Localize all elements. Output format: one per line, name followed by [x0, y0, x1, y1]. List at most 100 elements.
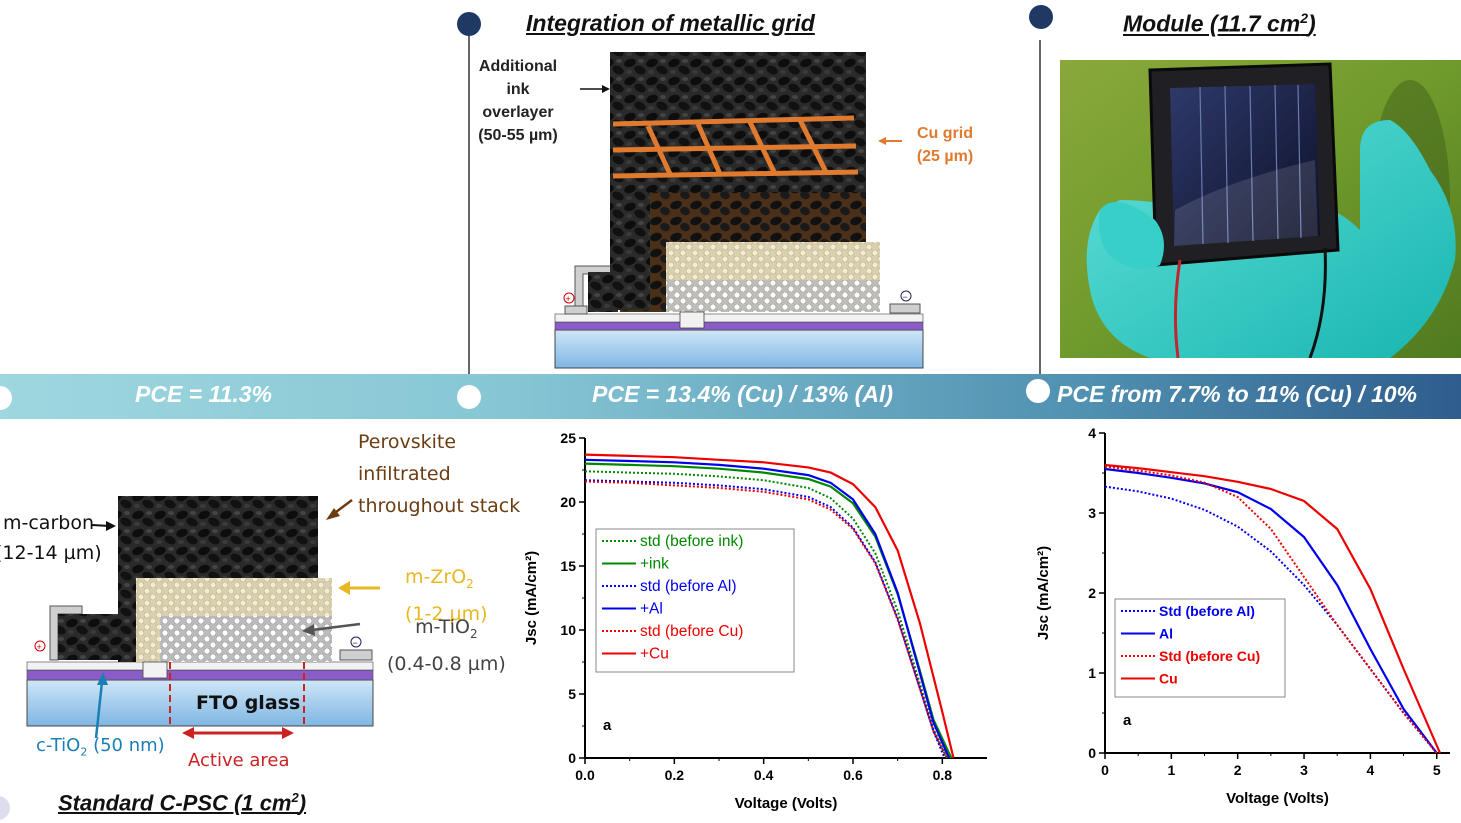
y-axis-label: Jsc (mA/cm²): [1035, 546, 1052, 640]
zro2-thickness: (1-2 µm): [405, 602, 488, 625]
std-minus-label: −: [353, 638, 358, 648]
y-tick-label: 3: [1088, 505, 1096, 521]
module-title-sup: 2: [1300, 10, 1309, 26]
legend-box: [1114, 598, 1286, 698]
ctio2-thickness: (50 nm): [87, 735, 165, 756]
module-title: Module (11.7 cm2): [1123, 10, 1316, 38]
active-area-label: Active area: [188, 750, 290, 771]
timeline-dot-module: [1029, 5, 1053, 29]
legend-label-2: +ink: [640, 556, 669, 573]
y-tick-label: 2: [1088, 585, 1096, 601]
perovskite-line2: infiltrated: [358, 463, 451, 485]
ink-label-line4: (50-55 µm): [478, 127, 558, 144]
zro2-sub: 2: [466, 576, 474, 591]
ink-label-line1: Additional: [478, 58, 558, 75]
y-tick-label: 0: [1088, 745, 1096, 761]
x-tick-label: 0.0: [575, 767, 595, 783]
pce-standard: PCE = 11.3%: [135, 381, 273, 407]
pce-module: PCE from 7.7% to 11% (Cu) / 10%: [1057, 381, 1417, 407]
x-tick-label: 1: [1167, 762, 1175, 778]
zro2-label: m-ZrO2 (1-2 µm): [405, 562, 488, 629]
grid-plus-label: +: [566, 294, 571, 304]
ctio2-text: c-TiO: [36, 735, 81, 756]
legend-label-2: Al: [1159, 626, 1173, 642]
jv-chart-module: 0 1 2 3 4 5 0 1 2 3 4 Voltage (Volts) Jsc (mA/cm²) a S…: [1035, 425, 1450, 807]
x-tick-label: 5: [1433, 762, 1441, 778]
series-line-6: [584, 453, 955, 759]
legend-box: [595, 528, 795, 673]
ink-label-line2: ink: [506, 81, 530, 98]
timeline-line-grid: [468, 36, 470, 374]
perovskite-label: Perovskite infiltrated throughout stack: [358, 426, 520, 522]
series-line-4: [1104, 463, 1442, 754]
cu-label-line1: Cu grid: [917, 125, 973, 142]
perovskite-line1: Perovskite: [358, 431, 457, 453]
series-line-5: [584, 480, 948, 759]
panel-letter: a: [603, 717, 612, 734]
cu-grid-label: Cu grid (25 µm): [910, 122, 980, 168]
x-tick-label: 2: [1234, 762, 1242, 778]
tio2-text: m-TiO: [415, 616, 470, 638]
y-tick-label: 5: [568, 686, 576, 702]
legend-label-4: Cu: [1159, 671, 1178, 687]
grid-title: Integration of metallic grid: [526, 10, 815, 36]
ctio2-sub: 2: [80, 745, 88, 759]
legend-label-5: std (before Cu): [640, 623, 743, 640]
standard-title-sup: 2: [291, 790, 299, 805]
legend-label-3: std (before Al): [640, 578, 737, 595]
timeline-line-module: [1039, 40, 1041, 374]
y-tick-label: 15: [560, 558, 576, 574]
timeline-dot-grid: [457, 12, 481, 36]
ctio2-label: c-TiO2 (50 nm): [36, 735, 165, 759]
carbon-label: m-carbon (12-14 µm): [0, 508, 102, 568]
carbon-line1: m-carbon: [3, 512, 94, 534]
legend-label-1: Std (before Al): [1159, 603, 1255, 619]
perovskite-line3: throughout stack: [358, 495, 521, 517]
cu-label-line2: (25 µm): [916, 148, 974, 165]
y-tick-label: 0: [568, 750, 576, 766]
x-tick-label: 0.6: [843, 767, 863, 783]
x-tick-label: 0: [1101, 762, 1109, 778]
module-title-text: Module (11.7 cm: [1123, 10, 1301, 37]
x-axis-label: Voltage (Volts): [1226, 790, 1329, 807]
pce-band: [0, 374, 1461, 419]
x-axis-label: Voltage (Volts): [735, 795, 838, 812]
module-photo: [1060, 60, 1461, 358]
standard-title-text: Standard C-PSC (1 cm: [58, 790, 292, 816]
y-tick-label: 10: [560, 622, 576, 638]
y-tick-label: 25: [560, 430, 576, 446]
jv-chart-cell: 0.0 0.2 0.4 0.6 0.8 0 5 10 15 20 25 Voltage (Volts)…: [523, 430, 987, 812]
series-line-3: [1104, 465, 1438, 754]
y-tick-label: 4: [1088, 425, 1096, 441]
standard-diagram: + −: [26, 496, 380, 739]
module-title-end: ): [1308, 10, 1316, 37]
y-tick-label: 20: [560, 494, 576, 510]
ink-overlayer-label: Additional ink overlayer (50-55 µm): [470, 55, 566, 147]
legend-label-3: Std (before Cu): [1159, 648, 1260, 664]
x-tick-label: 0.4: [754, 767, 774, 783]
tio2-sub: 2: [470, 626, 478, 641]
zro2-text: m-ZrO: [405, 566, 467, 588]
series-line-2: [1104, 467, 1438, 754]
timeline-dot-bottom: [0, 796, 10, 820]
y-tick-label: 1: [1088, 665, 1096, 681]
timeline-dot-module-band: [1026, 379, 1050, 403]
tio2-thickness: (0.4-0.8 µm): [387, 652, 506, 675]
panel-letter: a: [1123, 712, 1132, 729]
legend-label-1: std (before ink): [640, 533, 743, 550]
series-line-1: [584, 470, 948, 759]
legend-label-4: +Al: [640, 601, 663, 618]
timeline-dot-standard: [0, 386, 12, 410]
series-line-4: [584, 458, 951, 759]
fto-label: FTO glass: [196, 692, 301, 714]
y-axis-label: Jsc (mA/cm²): [523, 551, 540, 645]
carbon-line2: (12-14 µm): [0, 542, 102, 564]
standard-title: Standard C-PSC (1 cm2): [58, 790, 306, 816]
pce-grid: PCE = 13.4% (Cu) / 13% (Al): [592, 381, 893, 407]
tio2-label: m-TiO2 (0.4-0.8 µm): [387, 612, 506, 679]
standard-title-end: ): [298, 790, 307, 816]
x-tick-label: 4: [1366, 762, 1374, 778]
grid-minus-label: −: [903, 292, 908, 302]
series-line-3: [584, 479, 946, 759]
legend-label-6: +Cu: [640, 646, 669, 663]
